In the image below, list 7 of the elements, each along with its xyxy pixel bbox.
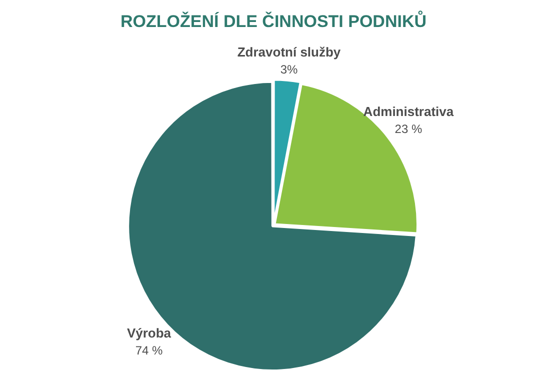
slice-label: Výroba <box>126 326 172 341</box>
chart-title: ROZLOŽENÍ DLE ČINNOSTI PODNIKŮ <box>120 10 426 31</box>
data-label: 3% <box>280 62 298 76</box>
slice-label: Zdravotní služby <box>237 44 342 60</box>
data-label: 23 % <box>394 122 422 136</box>
slice-label: Administrativa <box>363 104 454 120</box>
data-label: 74 % <box>135 343 163 358</box>
